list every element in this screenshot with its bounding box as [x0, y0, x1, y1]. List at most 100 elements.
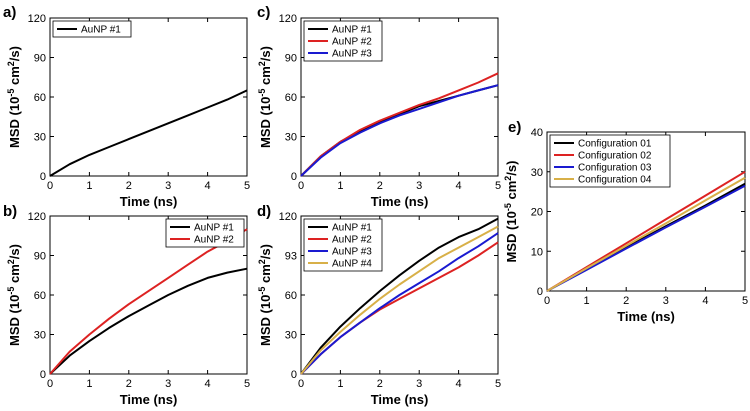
x-tick-label: 1	[337, 378, 343, 390]
x-tick-label: 0	[47, 378, 53, 390]
series-line-4	[546, 176, 746, 292]
series-line-1	[49, 267, 248, 375]
y-tick-label: 90	[34, 53, 46, 65]
y-tick-label: 30	[285, 330, 297, 342]
y-axis-label: MSD (10-5 cm2/s)	[257, 46, 273, 148]
panel-b: 0 1 2 3 4 5 0 30 60 90 120 Time (ns) MSD (10-5 cm2/s…	[3, 203, 250, 407]
y-tick-label: 30	[285, 132, 297, 144]
y-tick-label: 120	[279, 13, 297, 25]
panel-label: e)	[508, 119, 521, 136]
panel-label: c)	[257, 4, 270, 21]
x-tick-label: 5	[244, 180, 250, 192]
x-tick-label: 5	[742, 295, 748, 307]
x-tick-label: 5	[495, 180, 501, 192]
x-tick-label: 2	[126, 180, 132, 192]
legend-entry: AuNP #2	[332, 37, 372, 48]
y-tick-label: 30	[531, 167, 543, 179]
x-tick-label: 4	[456, 180, 462, 192]
legend-entry: AuNP #3	[332, 247, 372, 258]
x-tick-label: 0	[298, 378, 304, 390]
x-tick-label: 1	[584, 295, 590, 307]
series-line-3	[300, 232, 499, 375]
x-tick-label: 3	[165, 180, 171, 192]
series-line-2	[300, 72, 499, 177]
y-axis-label: MSD (10-5 cm2/s)	[6, 46, 22, 148]
series-line-1	[300, 84, 499, 177]
legend-entry: Configuration 03	[578, 163, 652, 174]
y-tick-label: 120	[279, 211, 297, 223]
y-tick-label: 10	[531, 246, 543, 258]
y-tick-label: 0	[291, 171, 297, 183]
x-tick-label: 3	[165, 378, 171, 390]
x-tick-label: 5	[244, 378, 250, 390]
x-axis-label: Time (ns)	[120, 194, 178, 209]
x-axis-label: Time (ns)	[617, 309, 675, 324]
legend-entry: AuNP #4	[332, 259, 372, 270]
x-tick-label: 3	[663, 295, 669, 307]
panel-label: b)	[3, 203, 17, 220]
x-tick-label: 4	[205, 180, 211, 192]
panel-d: 0 1 2 3 4 5 0 30 60 93 120 Time (ns) MSD (10-5 cm2/s…	[257, 203, 501, 407]
y-tick-label: 60	[34, 290, 46, 302]
x-tick-label: 2	[126, 378, 132, 390]
x-axis-label: Time (ns)	[371, 392, 429, 407]
panel-c: 0 1 2 3 4 5 0 30 60 90 120 Time (ns) MSD (10-5 cm2/s…	[257, 4, 501, 209]
x-axis-label: Time (ns)	[371, 194, 429, 209]
x-tick-label: 3	[416, 180, 422, 192]
x-tick-label: 0	[544, 295, 550, 307]
series-line-1	[49, 89, 248, 177]
y-tick-label: 0	[291, 369, 297, 381]
y-tick-label: 0	[40, 369, 46, 381]
series-line-3	[300, 84, 499, 177]
legend-entry: Configuration 01	[578, 139, 652, 150]
panel-e: 0 1 2 3 4 5 0 10 20 30 40 Time (ns) MSD (10-5 cm2/s)…	[503, 119, 748, 324]
legend-entry: AuNP #1	[194, 223, 234, 234]
x-tick-label: 1	[337, 180, 343, 192]
x-tick-label: 5	[495, 378, 501, 390]
series-line-1	[300, 217, 499, 375]
y-tick-label: 60	[285, 92, 297, 104]
series-line-4	[300, 225, 499, 375]
panel-label: d)	[257, 203, 271, 220]
y-axis-label: MSD (10-5 cm2/s)	[257, 244, 273, 346]
x-tick-label: 2	[623, 295, 629, 307]
legend-entry: AuNP #3	[332, 49, 372, 60]
x-tick-label: 2	[377, 180, 383, 192]
x-tick-label: 4	[702, 295, 708, 307]
legend-entry: AuNP #2	[332, 235, 372, 246]
legend-entry: Configuration 02	[578, 151, 652, 162]
legend-entry: AuNP #1	[332, 223, 372, 234]
y-tick-label: 30	[34, 132, 46, 144]
legend-box	[52, 20, 132, 38]
y-tick-label: 93	[285, 251, 297, 263]
panel-a: 0 1 2 3 4 5 0 30 60 90 120 Time (ns) MSD (10-5 cm2/s…	[3, 4, 250, 209]
y-axis-label: MSD (10-5 cm2/s)	[503, 161, 519, 263]
x-tick-label: 0	[298, 180, 304, 192]
y-tick-label: 90	[285, 53, 297, 65]
panel-label: a)	[3, 4, 16, 21]
x-tick-label: 4	[456, 378, 462, 390]
y-axis-label: MSD (10-5 cm2/s)	[6, 244, 22, 346]
y-tick-label: 90	[34, 251, 46, 263]
y-tick-label: 120	[28, 211, 46, 223]
x-tick-label: 1	[86, 378, 92, 390]
legend-entry: Configuration 04	[578, 175, 652, 186]
y-tick-label: 60	[285, 290, 297, 302]
x-tick-label: 1	[86, 180, 92, 192]
y-tick-label: 0	[40, 171, 46, 183]
y-tick-label: 20	[531, 207, 543, 219]
legend-entry: AuNP #1	[81, 25, 121, 36]
y-tick-label: 40	[531, 127, 543, 139]
y-tick-label: 120	[28, 13, 46, 25]
x-axis-label: Time (ns)	[120, 392, 178, 407]
series-line-3	[546, 184, 746, 292]
axes-frame	[49, 17, 248, 177]
legend-entry: AuNP #1	[332, 25, 372, 36]
legend-box	[165, 218, 245, 248]
x-tick-label: 3	[416, 378, 422, 390]
legend-entry: AuNP #2	[194, 235, 234, 246]
x-tick-label: 4	[205, 378, 211, 390]
x-tick-label: 0	[47, 180, 53, 192]
y-tick-label: 60	[34, 92, 46, 104]
